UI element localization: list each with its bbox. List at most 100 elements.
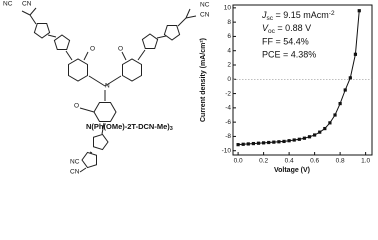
y-tick-label: 4 <box>227 47 231 54</box>
point-marker <box>292 138 296 142</box>
bond <box>65 50 73 61</box>
bond <box>79 167 87 173</box>
x-tick-label: 0.0 <box>234 158 243 165</box>
ring <box>93 102 117 122</box>
bond <box>185 15 197 19</box>
annotation: Jsc = 9.15 mAcm-2 <box>261 10 335 22</box>
y-tick-label: -6 <box>225 119 231 126</box>
bond <box>29 14 37 25</box>
point-marker <box>272 140 276 144</box>
annotation-text: = 0.88 V <box>275 23 311 33</box>
point-marker <box>297 137 301 141</box>
y-tick-label: 10 <box>224 5 232 12</box>
annotation-symbol: J <box>261 10 267 20</box>
point-marker <box>256 141 261 145</box>
y-tick-label: 8 <box>227 19 231 26</box>
point-marker <box>307 135 312 139</box>
point-marker <box>357 9 361 13</box>
ring <box>122 58 142 82</box>
point-marker <box>343 88 347 92</box>
bond <box>79 107 95 113</box>
atom-label: CN <box>70 169 80 176</box>
annotation-sup: -2 <box>329 10 335 17</box>
bond <box>21 10 31 16</box>
point-marker <box>277 140 281 144</box>
y-tick-label: 2 <box>227 62 231 69</box>
point-marker <box>241 142 245 146</box>
y-tick-label: -4 <box>225 105 231 112</box>
point-marker <box>333 113 337 117</box>
point-marker <box>236 143 240 147</box>
atom-label: O <box>118 46 123 53</box>
molecule-name-sub: 3 <box>170 126 173 132</box>
bond <box>47 34 57 38</box>
x-tick-label: 0.4 <box>285 158 294 165</box>
plot-frame <box>232 4 373 156</box>
x-tick-label: 0.8 <box>336 158 345 165</box>
annotation-symbol: V <box>262 23 269 33</box>
point-marker <box>262 141 266 145</box>
bond <box>156 35 167 39</box>
point-marker <box>323 126 327 131</box>
bond <box>83 51 89 61</box>
atom-label: CN <box>200 12 210 19</box>
atom-label: CN <box>22 1 32 8</box>
point-marker <box>282 139 286 144</box>
point-marker <box>302 136 307 140</box>
point-marker <box>251 141 256 146</box>
atom-label: NC <box>200 2 210 9</box>
atom-label: NC <box>70 159 80 166</box>
y-axis-label: Current density (mA/cm²) <box>200 38 207 122</box>
y-tick-label: 6 <box>227 33 231 40</box>
ring <box>53 34 71 50</box>
atom-label: N <box>105 83 110 90</box>
bond <box>121 51 127 61</box>
point-marker <box>353 52 358 56</box>
bond <box>88 75 106 87</box>
annotation-sub: sc <box>267 15 274 22</box>
ring <box>141 33 159 49</box>
annotation: PCE = 4.38% <box>262 49 316 59</box>
bond <box>185 8 191 19</box>
x-tick-label: 0.6 <box>310 158 319 165</box>
bond <box>177 17 187 27</box>
annotation: Voc = 0.88 V <box>262 23 311 34</box>
molecule-name: N(Ph(OMe)-2T-DCN-Me)3 <box>86 122 173 132</box>
bond <box>101 122 105 135</box>
y-tick-label: -8 <box>225 133 231 140</box>
bond <box>137 49 146 61</box>
annotation-text: = 9.15 mAcm <box>273 10 329 20</box>
bond <box>89 151 93 154</box>
point-marker <box>246 142 250 146</box>
x-tick-label: 1.0 <box>361 158 370 165</box>
ring <box>81 151 97 169</box>
atom-label: O <box>74 103 79 110</box>
ring <box>93 133 109 151</box>
point-marker <box>287 139 291 143</box>
figure: NC CN NC CN NC CN N O O O N(Ph(OMe)-2T-DCN-Me)3 -… <box>3 1 373 176</box>
atom-label: O <box>90 46 95 53</box>
annotation-sub: oc <box>268 28 276 35</box>
point-marker <box>338 101 342 106</box>
y-tick-label: -2 <box>225 90 231 97</box>
atom-label: NC <box>3 1 13 8</box>
point-marker <box>267 140 271 145</box>
y-tick-label: -10 <box>222 147 232 154</box>
plot: -10 -8 -6 -4 -2 0 2 4 6 8 10 0.0 0.2 0.4 0.6 0.8 1.0 <box>222 4 373 165</box>
point-marker <box>318 130 322 134</box>
bond <box>104 75 122 87</box>
point-marker <box>313 133 317 137</box>
x-axis-label: Voltage (V) <box>274 167 310 174</box>
molecule-name-main: N(Ph(OMe)-2T-DCN-Me) <box>86 122 170 131</box>
ring <box>163 25 181 41</box>
point-marker <box>328 121 332 125</box>
ring <box>68 58 88 82</box>
bond <box>29 7 37 16</box>
x-tick-label: 0.2 <box>259 158 268 165</box>
point-marker <box>348 76 352 80</box>
y-tick-label: 0 <box>227 76 231 83</box>
ring <box>33 23 51 39</box>
page: {"molecule": {"name": "N(Ph(OMe)-2T-DCN-… <box>3 0 373 176</box>
molecule-structure: NC CN NC CN NC CN N O O O <box>3 1 210 176</box>
annotation: FF = 54.4% <box>262 36 309 46</box>
